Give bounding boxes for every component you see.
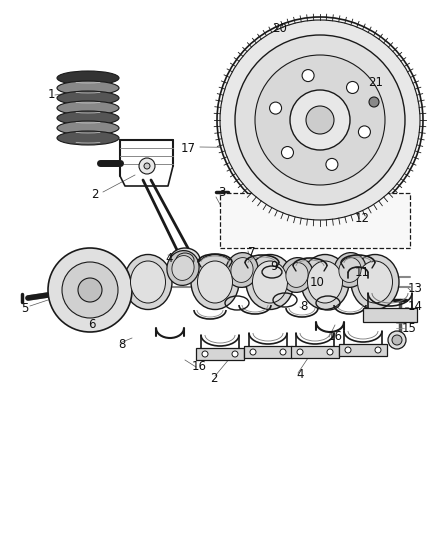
Bar bbox=[363, 308, 417, 322]
Ellipse shape bbox=[172, 256, 194, 280]
Circle shape bbox=[302, 70, 314, 82]
Ellipse shape bbox=[57, 81, 119, 95]
Circle shape bbox=[306, 106, 334, 134]
Ellipse shape bbox=[301, 254, 349, 310]
Text: 16: 16 bbox=[328, 330, 343, 343]
Ellipse shape bbox=[57, 131, 119, 145]
Circle shape bbox=[388, 331, 406, 349]
Circle shape bbox=[326, 158, 338, 171]
Ellipse shape bbox=[351, 254, 399, 310]
Ellipse shape bbox=[124, 254, 172, 310]
Ellipse shape bbox=[226, 253, 258, 287]
Circle shape bbox=[345, 347, 351, 353]
Ellipse shape bbox=[57, 121, 119, 135]
Circle shape bbox=[392, 335, 402, 345]
Ellipse shape bbox=[357, 261, 392, 303]
Ellipse shape bbox=[334, 253, 366, 287]
Text: 4: 4 bbox=[165, 252, 173, 264]
Circle shape bbox=[358, 126, 371, 138]
Ellipse shape bbox=[339, 257, 361, 282]
Circle shape bbox=[290, 90, 350, 150]
Text: 2: 2 bbox=[210, 372, 218, 384]
Circle shape bbox=[232, 351, 238, 357]
Ellipse shape bbox=[286, 263, 308, 287]
Text: 3: 3 bbox=[218, 187, 226, 199]
Ellipse shape bbox=[198, 261, 233, 303]
Circle shape bbox=[297, 349, 303, 355]
Circle shape bbox=[202, 351, 208, 357]
Circle shape bbox=[255, 55, 385, 185]
Text: 14: 14 bbox=[408, 301, 423, 313]
Text: 7: 7 bbox=[248, 246, 255, 260]
Ellipse shape bbox=[307, 261, 343, 303]
Circle shape bbox=[250, 349, 256, 355]
Text: 8: 8 bbox=[118, 337, 125, 351]
Circle shape bbox=[280, 349, 286, 355]
Bar bbox=[244, 346, 292, 358]
Text: 16: 16 bbox=[192, 360, 207, 374]
Circle shape bbox=[375, 347, 381, 353]
Text: 2: 2 bbox=[91, 189, 99, 201]
Ellipse shape bbox=[281, 257, 313, 293]
Circle shape bbox=[282, 147, 293, 158]
Ellipse shape bbox=[57, 111, 119, 125]
Circle shape bbox=[220, 20, 420, 220]
Ellipse shape bbox=[57, 101, 119, 115]
Ellipse shape bbox=[167, 251, 199, 285]
Circle shape bbox=[346, 82, 359, 93]
Ellipse shape bbox=[57, 71, 119, 85]
Text: 1: 1 bbox=[47, 88, 55, 101]
Ellipse shape bbox=[252, 261, 287, 303]
Circle shape bbox=[78, 278, 102, 302]
Text: 12: 12 bbox=[355, 212, 370, 224]
Circle shape bbox=[48, 248, 132, 332]
Ellipse shape bbox=[191, 254, 239, 310]
Text: 5: 5 bbox=[21, 302, 28, 314]
Circle shape bbox=[217, 17, 423, 223]
Ellipse shape bbox=[57, 91, 119, 105]
Circle shape bbox=[369, 97, 379, 107]
Ellipse shape bbox=[170, 248, 200, 272]
Text: 13: 13 bbox=[408, 281, 423, 295]
Text: 6: 6 bbox=[88, 318, 95, 330]
Ellipse shape bbox=[246, 254, 294, 310]
Text: 8: 8 bbox=[300, 300, 307, 312]
Ellipse shape bbox=[176, 253, 194, 267]
Text: 20: 20 bbox=[272, 21, 287, 35]
Ellipse shape bbox=[231, 257, 253, 282]
Circle shape bbox=[144, 163, 150, 169]
Bar bbox=[196, 348, 244, 360]
Text: 11: 11 bbox=[355, 265, 370, 279]
Bar bbox=[291, 346, 339, 358]
Bar bbox=[339, 344, 387, 356]
Text: 17: 17 bbox=[181, 141, 196, 155]
Ellipse shape bbox=[131, 261, 166, 303]
Text: 9: 9 bbox=[270, 261, 278, 273]
Text: 4: 4 bbox=[296, 368, 304, 382]
Text: 15: 15 bbox=[402, 321, 417, 335]
Circle shape bbox=[269, 102, 282, 114]
Circle shape bbox=[235, 35, 405, 205]
Bar bbox=[220, 193, 410, 248]
Text: 21: 21 bbox=[368, 76, 383, 88]
Text: 10: 10 bbox=[310, 277, 325, 289]
Circle shape bbox=[139, 158, 155, 174]
Circle shape bbox=[327, 349, 333, 355]
Circle shape bbox=[62, 262, 118, 318]
